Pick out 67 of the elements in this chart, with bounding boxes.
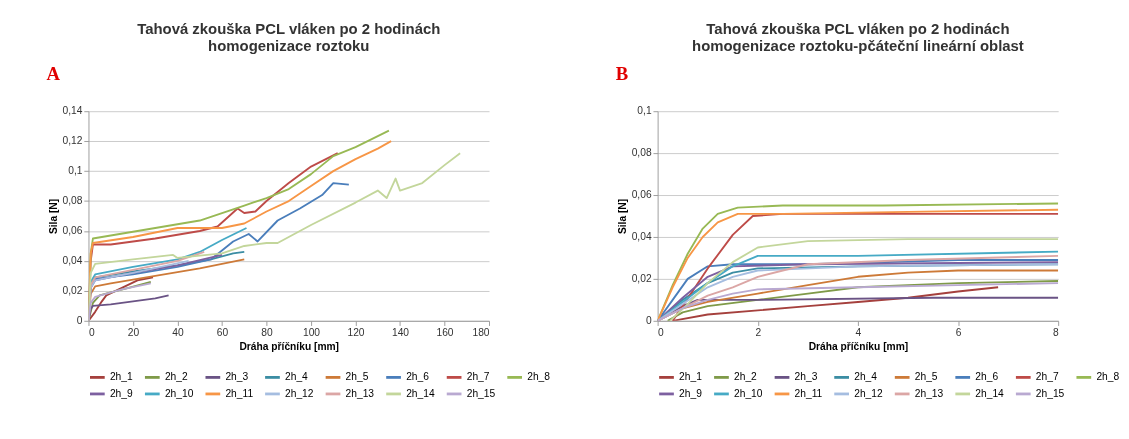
y-tick-label: 0,14 [62,105,83,117]
y-tick-label: 0,02 [62,285,83,297]
legend-label: 2h_10 [164,387,194,399]
x-tick-label: 40 [172,327,184,339]
x-tick-label: 8 [1052,327,1059,339]
legend-label: 2h_3 [225,371,249,383]
legend-label: 2h_15 [1035,387,1065,399]
chart-title: Tahová zkouška PCL vláken po 2 hodinách homogenizace roztoku-pčáteční lineární oblast [692,20,1024,54]
y-tick-label: 0,1 [637,105,652,117]
legend-label: 2h_5 [914,371,938,383]
y-axis-title: Sila [N] [617,198,629,235]
legend-label: 2h_4 [854,371,878,383]
x-tick-label: 100 [302,327,321,339]
legend-label: 2h_2 [164,371,188,383]
y-tick-label: 0,02 [631,273,652,285]
y-tick-label: 0,06 [631,189,652,201]
x-tick-label: 2 [755,327,762,339]
x-tick-label: 6 [955,327,962,339]
y-tick-label: 0,04 [631,231,652,243]
legend-label: 2h_11 [794,387,823,399]
y-tick-label: 0,08 [62,195,83,207]
legend-label: 2h_9 [679,387,703,399]
legend-label: 2h_3 [794,371,818,383]
legend-label: 2h_7 [466,371,490,383]
x-tick-label: 60 [216,327,229,339]
x-tick-label: 20 [127,327,140,339]
x-tick-label: 160 [436,327,454,339]
y-tick-label: 0 [645,315,652,327]
legend-label: 2h_6 [406,371,430,383]
legend-label: 2h_6 [975,371,999,383]
legend-label: 2h_10 [734,387,763,399]
legend-label: 2h_9 [109,387,133,399]
chart-title: Tahová zkouška PCL vláken po 2 hodinách homogenizace roztoku [137,20,441,54]
x-tick-label: 4 [855,327,862,339]
y-tick-label: 0,06 [62,225,83,237]
y-tick-label: 0,04 [62,255,83,267]
legend-label: 2h_14 [406,387,435,399]
legend-label: 2h_8 [527,371,551,383]
x-tick-label: 0 [658,327,665,339]
legend-label: 2h_4 [285,371,309,383]
legend-label: 2h_1 [679,371,703,383]
x-axis-title: Dráha příčníku [mm] [239,341,339,353]
y-axis-title: Sila [N] [47,198,59,235]
legend-label: 2h_13 [914,387,944,399]
legend-label: 2h_5 [345,371,369,383]
text: A [46,62,61,84]
y-tick-label: 0 [76,315,83,327]
legend-label: 2h_7 [1035,371,1059,383]
x-axis-title: Dráha příčníku [mm] [808,341,909,353]
y-tick-label: 0,12 [62,135,83,147]
y-tick-label: 0,08 [631,147,652,159]
y-tick-label: 0,1 [68,165,83,177]
x-tick-label: 140 [391,327,410,339]
legend-label: 2h_15 [466,387,496,399]
x-tick-label: 120 [347,327,365,339]
x-tick-label: 180 [472,327,490,339]
text: B [615,62,629,84]
legend-label: 2h_2 [734,371,758,383]
legend-label: 2h_1 [109,371,133,383]
legend-label: 2h_8 [1096,371,1120,383]
x-tick-label: 0 [88,327,95,339]
legend-label: 2h_14 [975,387,1005,399]
legend-label: 2h_12 [854,387,883,399]
legend-label: 2h_11 [225,387,254,399]
legend-label: 2h_13 [345,387,375,399]
legend-label: 2h_12 [285,387,314,399]
x-tick-label: 80 [261,327,273,339]
